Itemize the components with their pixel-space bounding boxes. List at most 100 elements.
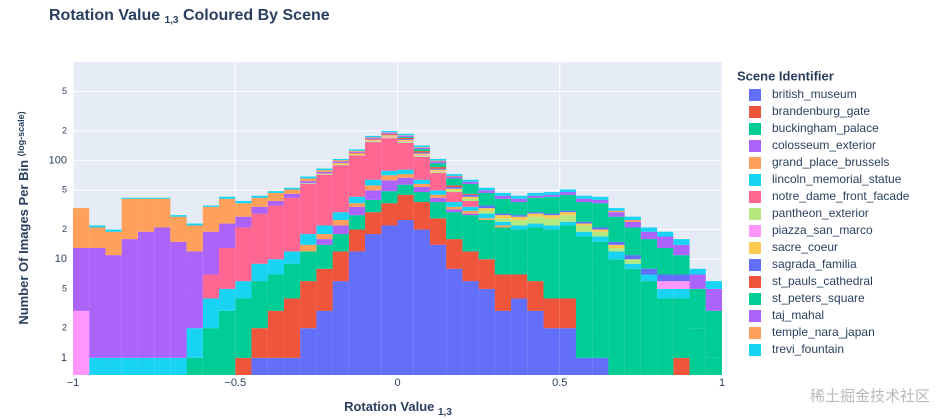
bar-segment [283,357,301,375]
legend-label: buckingham_palace [772,121,879,135]
legend-item[interactable]: notre_dame_front_facade [749,189,910,203]
bar-segment [235,227,252,282]
bar-segment [494,221,512,226]
bar-segment [267,192,284,201]
bar-segment [640,231,658,240]
bar-segment [624,255,641,260]
bar-segment [575,221,593,224]
bar-segment [219,247,236,289]
bar-segment [267,259,284,275]
bar-segment [267,200,284,206]
bar-segment [446,188,463,191]
legend-label: trevi_fountain [772,342,844,356]
bar-segment [251,206,268,214]
bar-segment [413,202,430,230]
bar-segment [446,202,463,207]
bar-segment [462,213,479,216]
legend-swatch [749,327,761,339]
bar-segment [413,155,430,156]
bar-segment [608,216,625,242]
bar-segment [316,168,333,171]
bar-segment [657,231,674,237]
bar-segment [640,227,658,232]
bar-segment [235,200,252,204]
x-tick-label: 0.5 [552,377,567,389]
bar-segment [624,227,641,256]
bar-segment [559,298,576,329]
bar-segment [446,175,463,177]
x-label-main: Rotation Value [344,399,434,414]
bar-segment [478,208,495,211]
legend-item[interactable]: brandenburg_gate [749,104,870,118]
y-tick-label: 2 [62,323,67,333]
legend-item[interactable]: british_museum [749,87,857,101]
legend-item[interactable]: sacre_coeur [749,240,838,254]
bar-segment [219,196,236,199]
bar-segment [511,219,528,226]
bar-segment [413,151,430,153]
bar-segment [608,259,625,375]
bar-segment [511,298,528,375]
bar-segment [657,236,674,248]
bar-segment [381,203,398,226]
bar-segment [332,225,349,235]
bar-segment [105,357,122,375]
bar-segment [251,263,268,282]
bar-segment [446,209,463,213]
bar-segment [170,215,187,217]
bar-segment [640,239,658,269]
legend-item[interactable]: lincoln_memorial_statue [749,172,902,186]
bar-segment [381,170,398,176]
bar-segment [381,133,398,135]
bar-segment [446,178,463,186]
bar-segment [397,141,414,143]
bar-segment [494,227,512,275]
legend-item[interactable]: temple_nara_japan [749,325,875,339]
bar-segment [397,142,414,143]
chart-title: Rotation Value 1,3 Coloured By Scene [49,7,330,28]
legend-item[interactable]: st_peters_square [749,291,865,305]
legend-item[interactable]: colosseum_exterior [749,138,876,152]
legend-item[interactable]: pantheon_exterior [749,206,869,220]
bar-segment [332,163,349,165]
legend-item[interactable]: piazza_san_marco [749,223,873,237]
bar-segment [365,138,382,140]
bar-segment [446,268,463,375]
bar-segment [575,357,593,375]
bar-segment [283,251,301,264]
bar-segment [300,183,317,235]
legend-item[interactable]: taj_mahal [749,308,824,322]
bar-segment [365,199,382,213]
bar-segment [332,251,349,282]
legend-item[interactable]: st_pauls_cathedral [749,274,873,288]
bar-segment [689,274,706,289]
bar-segment [154,227,171,358]
legend-swatch [749,123,761,135]
bar-segment [219,223,236,248]
bar-segment [559,210,576,213]
legend-item[interactable]: sagrada_familia [749,257,857,271]
bar-segment [300,251,317,282]
bar-segment [429,171,447,172]
legend-item[interactable]: grand_place_brussels [749,155,889,169]
bar-segment [348,151,366,153]
bar-segment [494,213,512,216]
bar-segment [316,170,333,172]
bar-segment [332,281,349,375]
legend-swatch [749,259,761,271]
bar-segment [429,197,447,203]
bar-segment [267,205,284,260]
legend-item[interactable]: trevi_fountain [749,342,844,356]
bar-segment [235,281,252,299]
legend-swatch [749,344,761,356]
bar-segment [316,171,333,174]
x-axis-title: Rotation Value 1,3 [344,399,452,417]
bar-segment [478,210,495,214]
bar-segment [511,215,528,217]
bar-segment [640,268,658,275]
bar-segment [559,194,576,211]
bar-segment [89,247,106,358]
legend-item[interactable]: buckingham_palace [749,121,879,135]
bar-segment [381,180,398,192]
legend-swatch [749,242,761,254]
